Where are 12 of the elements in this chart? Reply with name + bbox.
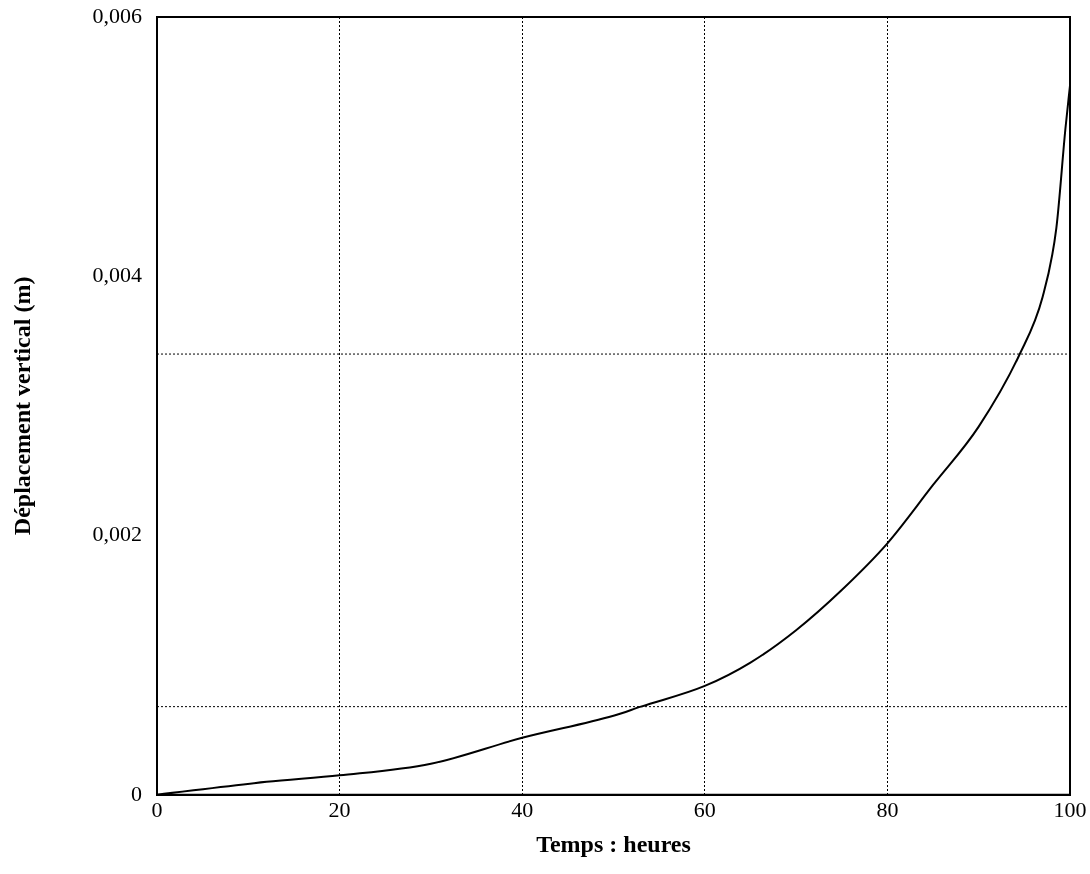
y-tick-label: 0,002: [92, 521, 142, 547]
x-tick-label: 40: [511, 796, 534, 822]
x-tick-label: 80: [876, 796, 899, 822]
y-tick-label: 0: [131, 780, 142, 806]
x-tick-label: 0: [151, 796, 163, 822]
y-axis-title: Déplacement vertical (m): [8, 276, 35, 536]
x-tick-label: 20: [328, 796, 351, 822]
y-tick-label: 0,004: [92, 262, 142, 288]
y-tick-label: 0,006: [92, 2, 142, 28]
x-axis-title: Temps : heures: [536, 830, 691, 857]
x-tick-label: 100: [1053, 796, 1087, 822]
x-tick-label: 60: [693, 796, 716, 822]
